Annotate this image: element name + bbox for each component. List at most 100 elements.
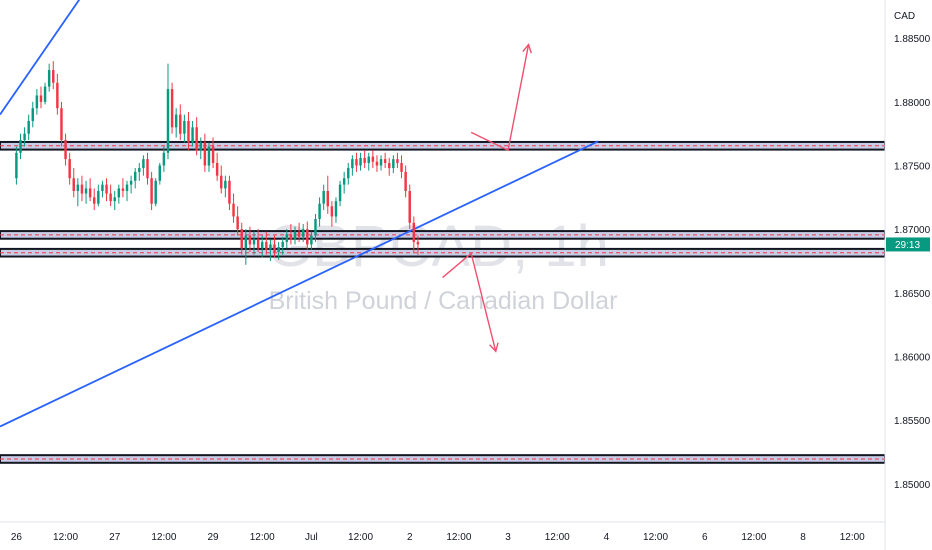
candle-body bbox=[72, 178, 75, 191]
time-tick-label: 12:00 bbox=[446, 532, 471, 543]
candle-body bbox=[396, 159, 399, 163]
candle-body bbox=[277, 246, 280, 253]
candle-body bbox=[60, 108, 63, 141]
time-axis[interactable]: 26 12:00 27 12:00 29 12:00 Jul 12:00 2 12:00 3 12:0… bbox=[0, 521, 885, 543]
candle-body bbox=[244, 235, 248, 249]
price-tick-label: 1.85000 bbox=[894, 480, 931, 491]
candle-body bbox=[252, 239, 256, 245]
price-axis[interactable]: CAD 1.885001.880001.875001.870001.865001… bbox=[884, 0, 932, 550]
candle-body bbox=[285, 234, 289, 242]
candle-body bbox=[416, 241, 420, 245]
price-tick-label: 1.87500 bbox=[894, 162, 931, 173]
candle-body bbox=[265, 241, 268, 250]
candle-body bbox=[260, 241, 264, 249]
candle-body bbox=[146, 159, 149, 179]
candle-body bbox=[363, 157, 366, 163]
candle-body bbox=[388, 162, 391, 169]
candle-body bbox=[142, 159, 145, 169]
time-tick-label: 12:00 bbox=[643, 532, 668, 543]
candle-body bbox=[301, 229, 305, 237]
time-tick-label: 12:00 bbox=[250, 532, 275, 543]
watermark-symbol: GBPCAD, 1h bbox=[267, 214, 609, 279]
time-tick-label: 12:00 bbox=[741, 532, 766, 543]
candle-body bbox=[412, 222, 416, 242]
candle-body bbox=[203, 142, 207, 166]
candlestick-series bbox=[15, 61, 420, 265]
candle-body bbox=[207, 146, 211, 166]
arrow-1-head bbox=[522, 43, 532, 54]
candle-body bbox=[19, 140, 22, 153]
candle-body bbox=[47, 70, 51, 87]
candle-body bbox=[101, 184, 104, 191]
candle-body bbox=[27, 120, 30, 134]
candle-body bbox=[355, 159, 358, 166]
candle-body bbox=[15, 152, 18, 179]
time-tick-label: 4 bbox=[604, 532, 610, 543]
candle-body bbox=[330, 206, 334, 217]
time-tick-label: 12:00 bbox=[545, 532, 570, 543]
time-tick-label: 8 bbox=[800, 532, 806, 543]
time-tick-label: 12:00 bbox=[840, 532, 865, 543]
candle-body bbox=[195, 127, 198, 151]
candle-body bbox=[158, 165, 162, 181]
candle-body bbox=[351, 159, 354, 169]
candle-body bbox=[154, 180, 157, 204]
candle-body bbox=[162, 152, 166, 166]
candle-body bbox=[199, 142, 202, 151]
current-price-countdown: 29:13 bbox=[895, 240, 920, 251]
candle-body bbox=[23, 133, 26, 141]
candle-body bbox=[105, 184, 108, 194]
candle-body bbox=[220, 175, 223, 189]
current-price-tag: 29:13 bbox=[886, 237, 930, 252]
arrow-1-shaft bbox=[470, 44, 530, 152]
price-tick-label: 1.87000 bbox=[894, 225, 931, 236]
price-tick-label: 1.86500 bbox=[894, 289, 931, 300]
candle-body bbox=[306, 229, 309, 245]
candle-body bbox=[256, 239, 260, 249]
candle-body bbox=[379, 159, 383, 166]
candle-body bbox=[342, 178, 346, 185]
projection-arrows[interactable] bbox=[442, 43, 532, 353]
candle-body bbox=[408, 190, 411, 223]
candle-body bbox=[125, 184, 129, 191]
candle-body bbox=[269, 244, 272, 250]
arrow-2-head bbox=[489, 342, 499, 353]
candle-body bbox=[347, 168, 350, 179]
time-tick-label: 3 bbox=[505, 532, 511, 543]
candle-body bbox=[273, 244, 276, 253]
horizontal-zones[interactable] bbox=[0, 140, 886, 464]
candle-body bbox=[375, 161, 379, 166]
price-tick-label: 1.88500 bbox=[894, 34, 931, 45]
time-tick-label: 12:00 bbox=[53, 532, 78, 543]
candle-body bbox=[338, 184, 342, 202]
candle-body bbox=[383, 159, 387, 163]
candle-body bbox=[215, 162, 219, 176]
time-tick-label: Jul bbox=[305, 532, 318, 543]
watermark-instrument-name: British Pound / Canadian Dollar bbox=[269, 287, 618, 315]
candle-body bbox=[113, 197, 116, 202]
trendlines[interactable] bbox=[0, 0, 599, 428]
candle-body bbox=[232, 203, 235, 217]
time-tick-label: 6 bbox=[702, 532, 708, 543]
price-tick-label: 1.85500 bbox=[894, 416, 931, 427]
candle-body bbox=[39, 95, 43, 102]
candle-body bbox=[43, 86, 47, 102]
candle-body bbox=[310, 235, 313, 245]
candle-body bbox=[56, 82, 59, 109]
candle-body bbox=[84, 188, 88, 194]
candle-body bbox=[129, 180, 133, 185]
candle-body bbox=[191, 127, 194, 143]
candle-body bbox=[400, 162, 403, 172]
candle-body bbox=[80, 184, 84, 194]
candle-body bbox=[68, 159, 71, 179]
candle-body bbox=[88, 188, 92, 198]
candle-body bbox=[109, 193, 112, 202]
candle-body bbox=[97, 190, 100, 204]
candle-body bbox=[52, 70, 55, 83]
time-tick-label: 2 bbox=[407, 532, 413, 543]
candle-body bbox=[404, 171, 407, 191]
candle-body bbox=[392, 159, 395, 169]
price-axis-background bbox=[885, 0, 932, 550]
candle-body bbox=[35, 95, 39, 109]
